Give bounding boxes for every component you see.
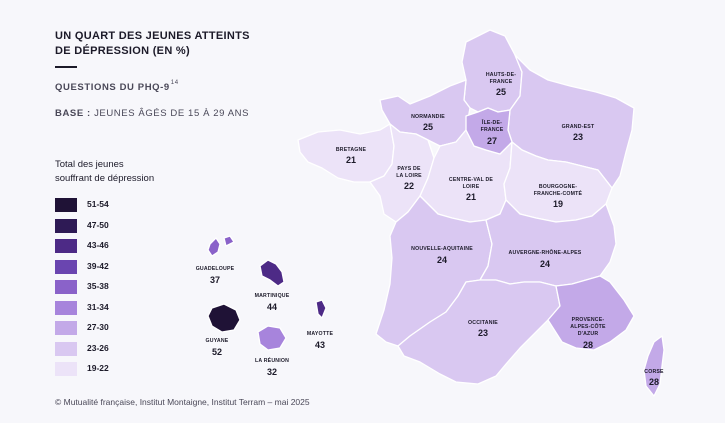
legend-label: 47-50 xyxy=(87,219,109,230)
legend-swatch xyxy=(55,198,77,212)
subtitle-text: QUESTIONS DU PHQ-9 xyxy=(55,82,170,93)
label-normandie: NORMANDIE xyxy=(411,114,445,120)
value-martinique: 44 xyxy=(267,302,277,312)
legend-swatch xyxy=(55,362,77,376)
legend-swatch xyxy=(55,218,77,233)
label-bretagne: BRETAGNE xyxy=(336,147,367,153)
territory-mayotte xyxy=(315,299,327,319)
label-guadeloupe: GUADELOUPE xyxy=(196,266,235,272)
label-hauts-de-france-2: FRANCE xyxy=(490,79,513,85)
value-grand-est: 23 xyxy=(573,132,583,142)
label-hauts-de-france: HAUTS-DE- xyxy=(486,72,516,78)
footnote-ref: 14 xyxy=(170,80,179,86)
legend-item: 23-26 xyxy=(55,341,175,356)
page-title: UN QUART DES JEUNES ATTEINTS DE DÉPRESSI… xyxy=(55,29,285,59)
legend-item: 51-54 xyxy=(55,198,175,212)
label-aura: AUVERGNE-RHÔNE-ALPES xyxy=(509,248,582,256)
label-centre-2: LOIRE xyxy=(463,184,480,190)
legend-label: 51-54 xyxy=(87,199,109,209)
legend-label: 43-46 xyxy=(87,240,109,250)
legend-item: 31-34 xyxy=(55,300,175,315)
source-credit: © Mutualité française, Institut Montaign… xyxy=(55,397,310,407)
value-pays-de-la-loire: 22 xyxy=(404,181,414,191)
value-aura: 24 xyxy=(540,259,550,269)
value-reunion: 32 xyxy=(267,367,277,377)
value-guyane: 52 xyxy=(212,347,222,357)
label-pays-de-la-loire-2: LA LOIRE xyxy=(396,173,422,179)
region-hauts-de-france xyxy=(461,29,523,113)
label-martinique: MARTINIQUE xyxy=(255,293,290,299)
label-corse: CORSE xyxy=(644,369,664,375)
legend-swatch xyxy=(55,341,77,356)
subtitle: QUESTIONS DU PHQ-914 xyxy=(55,80,179,93)
value-occitanie: 23 xyxy=(478,328,488,338)
legend-title-line-2: souffrant de dépression xyxy=(55,173,155,184)
value-mayotte: 43 xyxy=(315,340,325,350)
region-bretagne xyxy=(297,123,395,183)
label-occitanie: OCCITANIE xyxy=(468,320,498,326)
territory-guyane xyxy=(207,303,241,333)
legend-item: 47-50 xyxy=(55,218,175,233)
legend-item: 43-46 xyxy=(55,239,175,253)
legend-label: 39-42 xyxy=(87,260,109,271)
value-corse: 28 xyxy=(649,377,659,387)
label-reunion: LA RÉUNION xyxy=(255,356,289,364)
title-divider xyxy=(55,66,77,68)
label-bourgogne-2: FRANCHE-COMTÉ xyxy=(534,189,583,197)
value-hauts-de-france: 25 xyxy=(496,87,506,97)
label-guyane: GUYANE xyxy=(206,338,229,344)
title-line-1: UN QUART DES JEUNES ATTEINTS xyxy=(55,30,250,42)
label-ile-de-france-2: FRANCE xyxy=(481,127,504,133)
region-paca xyxy=(547,275,635,351)
label-mayotte: MAYOTTE xyxy=(307,331,334,337)
legend-swatch xyxy=(55,321,77,335)
value-bourgogne: 19 xyxy=(553,199,563,209)
territory-reunion xyxy=(257,325,287,351)
base-text: JEUNES ÂGÉS DE 15 À 29 ANS xyxy=(94,108,250,119)
value-normandie: 25 xyxy=(423,122,433,132)
value-paca: 28 xyxy=(583,340,593,350)
legend-title-line-1: Total des jeunes xyxy=(55,159,124,170)
legend-swatch xyxy=(55,239,77,253)
value-ile-de-france: 27 xyxy=(487,136,497,146)
legend-item: 39-42 xyxy=(55,259,175,274)
legend-label: 19-22 xyxy=(87,363,109,373)
label-bourgogne: BOURGOGNE- xyxy=(539,184,577,190)
title-line-2: DE DÉPRESSION (EN %) xyxy=(55,45,190,57)
value-bretagne: 21 xyxy=(346,155,356,165)
label-pays-de-la-loire: PAYS DE xyxy=(397,166,421,172)
label-paca: PROVENCE- xyxy=(572,317,605,323)
legend-label: 31-34 xyxy=(87,301,109,312)
label-paca-3: D'AZUR xyxy=(578,331,599,337)
legend-title: Total des jeunes souffrant de dépression xyxy=(55,158,205,186)
legend-item: 35-38 xyxy=(55,280,175,294)
legend-item: 27-30 xyxy=(55,321,175,335)
legend-swatch xyxy=(55,280,77,294)
territory-martinique xyxy=(259,259,285,287)
region-corse xyxy=(643,335,665,397)
territory-guadeloupe xyxy=(207,235,235,257)
legend-swatch xyxy=(55,259,77,274)
region-ile-de-france xyxy=(465,107,513,155)
value-centre: 21 xyxy=(466,192,476,202)
base-label: BASE : xyxy=(55,108,91,119)
legend-swatch xyxy=(55,300,77,315)
label-paca-2: ALPES-CÔTE xyxy=(570,322,606,330)
base-note: BASE : JEUNES ÂGÉS DE 15 À 29 ANS xyxy=(55,108,249,119)
legend-label: 27-30 xyxy=(87,322,109,332)
label-ile-de-france: ÎLE-DE- xyxy=(481,118,502,126)
value-nouvelle-aquitaine: 24 xyxy=(437,255,447,265)
legend-label: 35-38 xyxy=(87,281,109,291)
label-nouvelle-aquitaine: NOUVELLE-AQUITAINE xyxy=(411,246,473,252)
value-guadeloupe: 37 xyxy=(210,275,220,285)
label-grand-est: GRAND-EST xyxy=(562,124,595,130)
legend-label: 23-26 xyxy=(87,342,109,353)
label-centre: CENTRE-VAL DE xyxy=(449,177,494,183)
legend-item: 19-22 xyxy=(55,362,175,376)
